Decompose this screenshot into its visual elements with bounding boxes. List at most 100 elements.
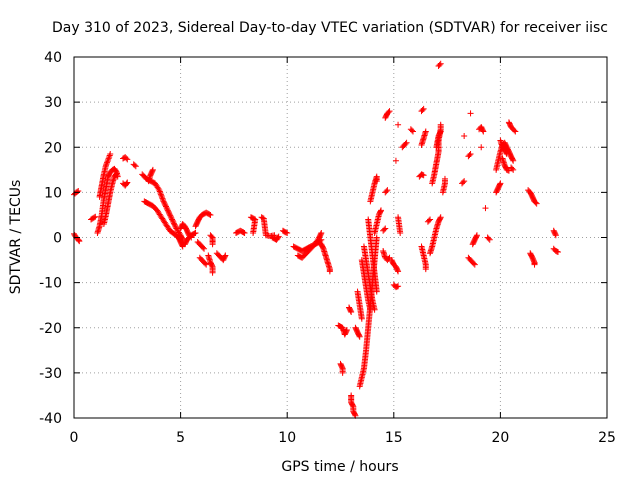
data-point xyxy=(554,248,561,255)
data-point xyxy=(347,307,354,314)
data-point xyxy=(348,308,355,315)
data-point xyxy=(123,180,130,187)
y-tick-label: 30 xyxy=(44,95,62,111)
data-point xyxy=(160,198,167,205)
data-point xyxy=(437,121,444,128)
data-point xyxy=(373,234,380,241)
grid xyxy=(74,57,607,418)
data-point xyxy=(250,229,257,236)
data-point xyxy=(371,306,378,313)
data-point xyxy=(163,204,170,211)
y-tick-label: -20 xyxy=(39,321,62,337)
data-point xyxy=(480,128,487,135)
data-point xyxy=(241,229,248,236)
data-point xyxy=(509,156,516,163)
data-point xyxy=(157,189,164,196)
data-point xyxy=(209,269,216,276)
data-point xyxy=(470,260,477,267)
data-point xyxy=(533,200,540,207)
data-point xyxy=(124,156,131,163)
data-point xyxy=(170,220,177,227)
axis-ticks: 0 5 10 15 20 25 -40 -30 -20 -10 0 10 20 30 40 xyxy=(39,50,616,446)
data-point xyxy=(505,167,512,174)
data-point xyxy=(207,211,214,218)
data-point xyxy=(164,207,171,214)
data-point xyxy=(159,195,166,202)
x-tick-label: 20 xyxy=(491,430,509,446)
data-point xyxy=(155,185,162,192)
data-point xyxy=(158,192,165,199)
data-point xyxy=(356,332,363,339)
data-point xyxy=(166,211,173,218)
data-point xyxy=(377,208,384,215)
data-point xyxy=(192,229,199,236)
data-point xyxy=(339,369,346,376)
data-point xyxy=(402,140,409,147)
data-point xyxy=(106,153,113,160)
data-point xyxy=(169,217,176,224)
chart-title: Day 310 of 2023, Sidereal Day-to-day VTE… xyxy=(52,20,608,36)
x-tick-label: 10 xyxy=(278,430,296,446)
data-point xyxy=(478,144,485,151)
data-point xyxy=(486,236,493,243)
data-point xyxy=(419,107,426,114)
data-point xyxy=(191,230,198,237)
data-point xyxy=(158,194,165,201)
data-point xyxy=(104,158,111,165)
data-point xyxy=(378,207,385,214)
data-point xyxy=(409,128,416,135)
data-point xyxy=(466,152,473,159)
x-tick-label: 25 xyxy=(598,430,616,446)
data-point xyxy=(408,127,415,134)
data-point xyxy=(91,214,98,221)
data-point xyxy=(395,121,402,128)
data-point xyxy=(460,179,467,186)
data-point xyxy=(209,241,216,248)
data-points xyxy=(71,60,561,419)
data-point xyxy=(149,166,156,173)
data-point xyxy=(461,178,468,185)
data-point xyxy=(76,238,83,245)
data-point xyxy=(221,253,228,260)
data-point xyxy=(356,333,363,340)
data-point xyxy=(166,210,173,217)
data-point xyxy=(511,127,518,134)
data-point xyxy=(510,166,517,173)
data-point xyxy=(552,232,559,239)
data-point xyxy=(383,188,390,195)
data-point xyxy=(169,216,176,223)
data-point xyxy=(485,235,492,242)
data-point xyxy=(386,108,393,115)
data-point xyxy=(172,222,179,229)
data-point xyxy=(149,167,156,174)
data-point xyxy=(510,157,517,164)
data-point xyxy=(326,268,333,275)
data-point xyxy=(75,237,82,244)
data-point xyxy=(164,206,171,213)
data-point xyxy=(437,129,444,136)
data-point xyxy=(381,226,388,233)
data-point xyxy=(467,110,474,117)
data-point xyxy=(199,244,206,251)
data-point xyxy=(167,212,174,219)
data-point xyxy=(240,229,247,236)
data-point xyxy=(317,231,324,238)
data-point xyxy=(392,157,399,164)
y-tick-label: 0 xyxy=(53,231,62,247)
data-point xyxy=(107,151,114,158)
data-point xyxy=(92,213,99,220)
y-tick-label: -40 xyxy=(39,411,62,427)
y-tick-label: 40 xyxy=(44,50,62,66)
data-point xyxy=(531,261,538,268)
data-point xyxy=(202,260,209,267)
data-point xyxy=(496,181,503,188)
data-point xyxy=(201,245,208,252)
data-point xyxy=(437,60,444,67)
data-point xyxy=(532,199,539,206)
data-point xyxy=(162,202,169,209)
y-axis-label: SDTVAR / TECUs xyxy=(8,180,24,295)
x-tick-label: 15 xyxy=(385,430,403,446)
x-axis-label: GPS time / hours xyxy=(281,459,398,475)
data-point xyxy=(479,127,486,134)
data-point xyxy=(420,105,427,112)
